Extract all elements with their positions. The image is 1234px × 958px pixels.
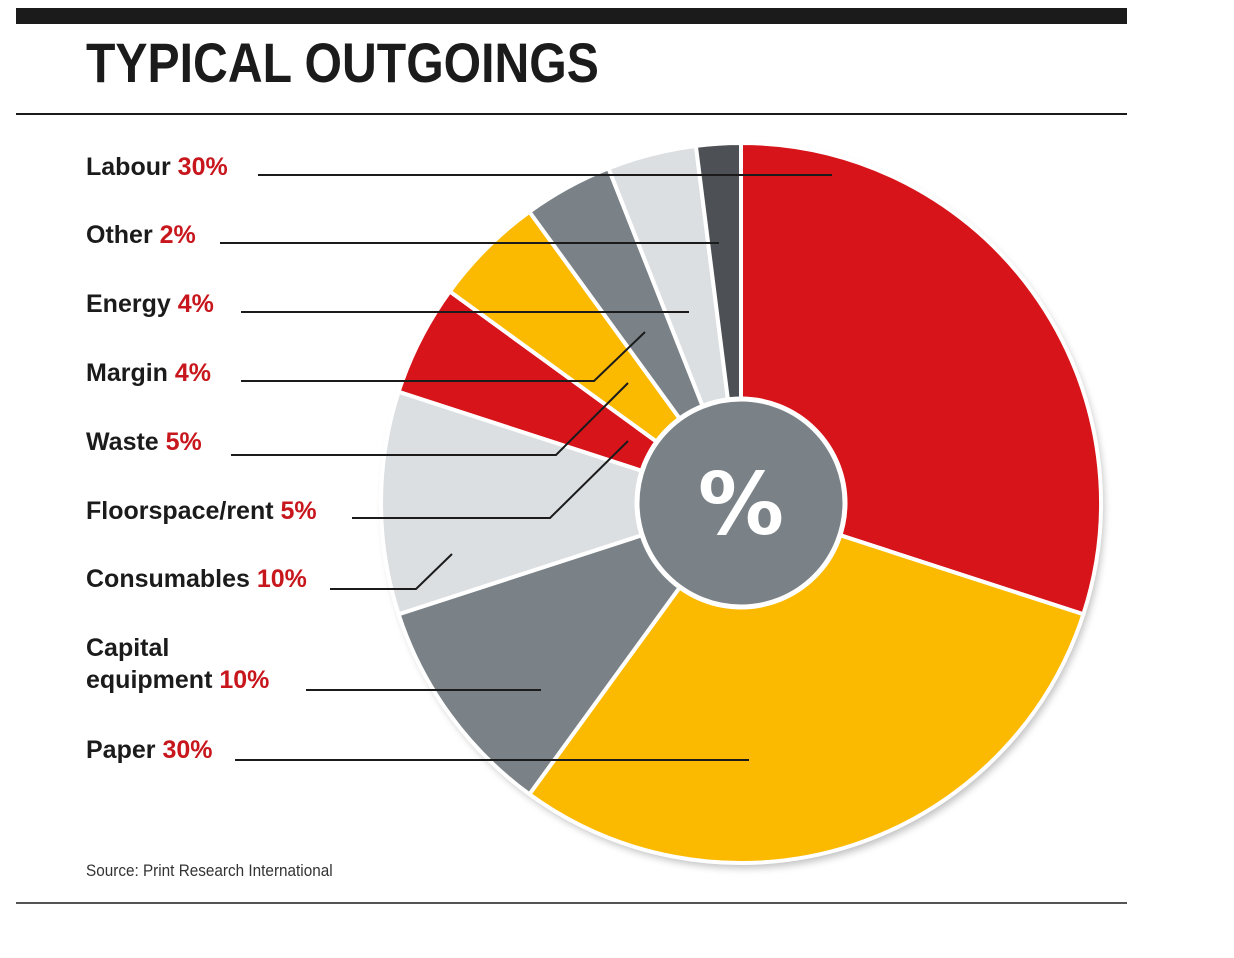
chart-title: TYPICAL OUTGOINGS bbox=[86, 31, 599, 94]
leader-line-margin bbox=[241, 331, 646, 382]
source-note: Source: Print Research International bbox=[86, 861, 333, 880]
label-pct-consumables: 10% bbox=[257, 565, 307, 593]
label-paper: Paper 30% bbox=[86, 736, 212, 764]
label-other: Other 2% bbox=[86, 221, 196, 249]
label-name-floorspace-rent: Floorspace/rent bbox=[86, 497, 281, 525]
label-pct-labour: 30% bbox=[178, 153, 228, 181]
label-name-labour: Labour bbox=[86, 153, 178, 181]
label-name-energy: Energy bbox=[86, 290, 178, 318]
label-pct-other: 2% bbox=[160, 221, 196, 249]
label-pct-paper: 30% bbox=[162, 736, 212, 764]
center-percent-symbol: % bbox=[698, 455, 784, 555]
pie-slice-paper bbox=[527, 501, 1086, 865]
label-pct-capital-equipment: 10% bbox=[219, 666, 269, 694]
center-disc bbox=[634, 396, 848, 610]
pie-slice-consumables bbox=[379, 389, 743, 617]
label-pct-floorspace-rent: 5% bbox=[281, 497, 317, 525]
label-pct-margin: 4% bbox=[175, 359, 211, 387]
label-waste: Waste 5% bbox=[86, 428, 202, 456]
leader-line-waste bbox=[231, 382, 629, 456]
leader-line-floorspace-rent bbox=[352, 440, 629, 519]
bottom-rule bbox=[16, 902, 1127, 904]
label-capital-equipment: Capital equipment 10% bbox=[86, 634, 269, 694]
label-name-waste: Waste bbox=[86, 428, 166, 456]
title-rule bbox=[16, 113, 1127, 115]
label-name-capital-equipment-2: equipment bbox=[86, 666, 219, 694]
label-name-consumables: Consumables bbox=[86, 565, 257, 593]
label-labour: Labour 30% bbox=[86, 153, 228, 181]
leader-line-consumables bbox=[330, 553, 453, 590]
label-consumables: Consumables 10% bbox=[86, 565, 307, 593]
label-name-margin: Margin bbox=[86, 359, 175, 387]
label-margin: Margin 4% bbox=[86, 359, 211, 387]
label-name-other: Other bbox=[86, 221, 160, 249]
label-name-paper: Paper bbox=[86, 736, 162, 764]
label-energy: Energy 4% bbox=[86, 290, 214, 318]
label-floorspace-rent: Floorspace/rent 5% bbox=[86, 497, 317, 525]
pie-slice-capital-equipment bbox=[396, 501, 743, 797]
label-name-capital-equipment-1: Capital bbox=[86, 634, 169, 662]
label-pct-energy: 4% bbox=[178, 290, 214, 318]
labels: Labour 30%Other 2%Energy 4%Margin 4%Wast… bbox=[86, 153, 832, 764]
label-pct-waste: 5% bbox=[166, 428, 202, 456]
top-bar bbox=[16, 8, 1127, 24]
